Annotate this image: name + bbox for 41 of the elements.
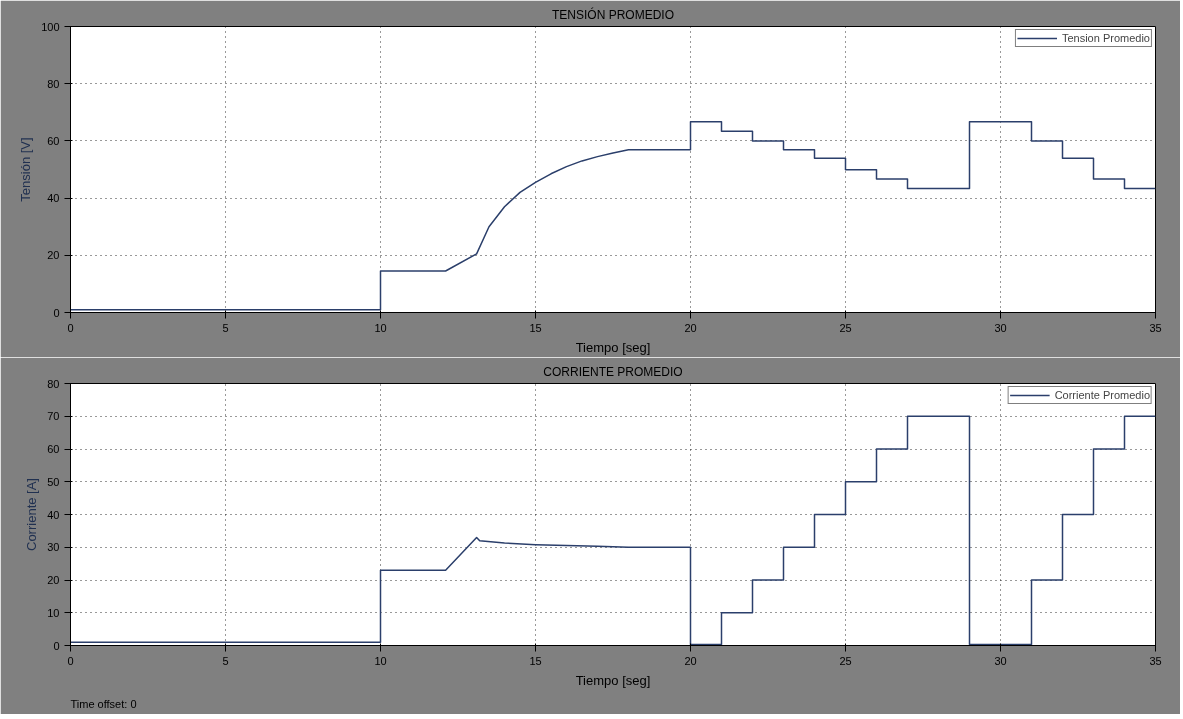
y-tick-label: 20: [47, 574, 60, 586]
y-axis-title: Corriente [A]: [24, 478, 40, 551]
x-tick-label: 0: [67, 321, 74, 334]
legend-label: Tension Promedio: [1061, 31, 1150, 45]
y-tick-label: 10: [47, 606, 60, 619]
y-tick-label: 0: [53, 306, 60, 319]
y-tick-label: 80: [47, 377, 60, 390]
text: Time offset: 0: [70, 697, 137, 710]
line-series: [70, 120, 1156, 311]
y-tick-label: 30: [47, 541, 60, 554]
y-tick-label: 60: [47, 443, 60, 455]
x-tick-label: 25: [839, 321, 852, 334]
x-tick-label: 5: [222, 321, 229, 334]
chart-title: CORRIENTE PROMEDIO: [543, 364, 683, 379]
x-tick-label: 20: [684, 654, 697, 667]
y-tick-label: 40: [47, 192, 60, 205]
x-tick-label: 25: [839, 654, 852, 667]
chart-title: TENSIÓN PROMEDIO: [552, 6, 675, 22]
y-tick-label: 70: [47, 410, 60, 423]
x-tick-label: 15: [529, 321, 542, 334]
y-tick-label: 0: [53, 639, 60, 652]
y-tick-label: 40: [47, 508, 60, 521]
x-tick-label: 15: [529, 654, 542, 667]
y-tick-label: 20: [47, 249, 60, 262]
x-tick-label: 35: [1149, 321, 1162, 334]
x-tick-label: 10: [374, 321, 387, 334]
y-tick-label: 100: [41, 20, 60, 33]
x-tick-label: 20: [684, 321, 697, 334]
x-axis-title: Tiempo [seg]: [575, 339, 651, 355]
x-tick-label: 30: [994, 321, 1007, 334]
x-tick-label: 5: [222, 654, 229, 667]
x-tick-label: 30: [994, 654, 1007, 667]
y-axis-title: Tensión [V]: [18, 137, 34, 202]
x-tick-label: 10: [374, 654, 387, 667]
x-tick-label: 0: [67, 654, 74, 667]
x-axis-title: Tiempo [seg]: [575, 672, 651, 688]
y-tick-label: 50: [47, 475, 60, 488]
y-tick-label: 60: [47, 134, 60, 147]
x-tick-label: 35: [1149, 654, 1162, 667]
y-tick-label: 80: [47, 77, 60, 90]
legend-label: Corriente Promedio: [1054, 388, 1150, 402]
